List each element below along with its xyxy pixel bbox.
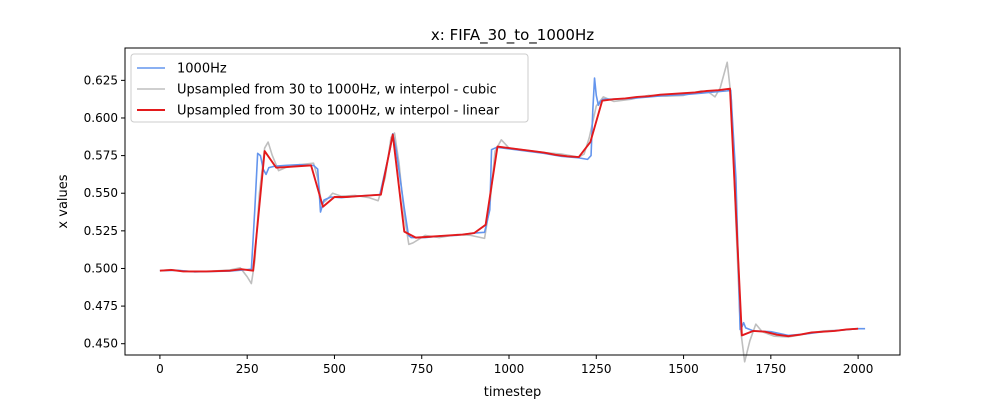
x-tick-label: 1750 <box>756 362 787 376</box>
legend-label-3: Upsampled from 30 to 1000Hz, w interpol … <box>177 104 500 119</box>
legend-box <box>130 53 529 123</box>
x-axis-label: timestep <box>484 385 542 400</box>
legend: 1000Hz Upsampled from 30 to 1000Hz, w int… <box>130 53 529 123</box>
y-tick-label: 0.525 <box>84 224 118 238</box>
x-tick-label: 1250 <box>581 362 612 376</box>
y-tick-label: 0.475 <box>84 299 118 313</box>
chart-title: x: FIFA_30_to_1000Hz <box>431 26 594 45</box>
y-axis-label: x values <box>56 174 71 228</box>
x-tick-label: 250 <box>236 362 259 376</box>
legend-label-1: 1000Hz <box>177 62 227 77</box>
series-line-3 <box>159 87 859 338</box>
legend-label-2: Upsampled from 30 to 1000Hz, w interpol … <box>177 83 497 98</box>
x-tick-label: 500 <box>323 362 346 376</box>
y-tick-label: 0.500 <box>84 261 118 275</box>
plot-frame <box>124 47 901 356</box>
y-tick-label: 0.600 <box>84 111 118 125</box>
y-tick-label: 0.550 <box>84 186 118 200</box>
y-tick-label: 0.625 <box>84 73 118 87</box>
x-tick-label: 0 <box>156 362 164 376</box>
y-tick-label: 0.575 <box>84 149 118 163</box>
series-line-1 <box>159 77 866 337</box>
y-tick-label: 0.450 <box>84 337 118 351</box>
x-tick-label: 2000 <box>843 362 874 376</box>
x-tick-label: 1500 <box>668 362 699 376</box>
x-tick-label: 750 <box>410 362 433 376</box>
x-tick-label: 1000 <box>494 362 525 376</box>
